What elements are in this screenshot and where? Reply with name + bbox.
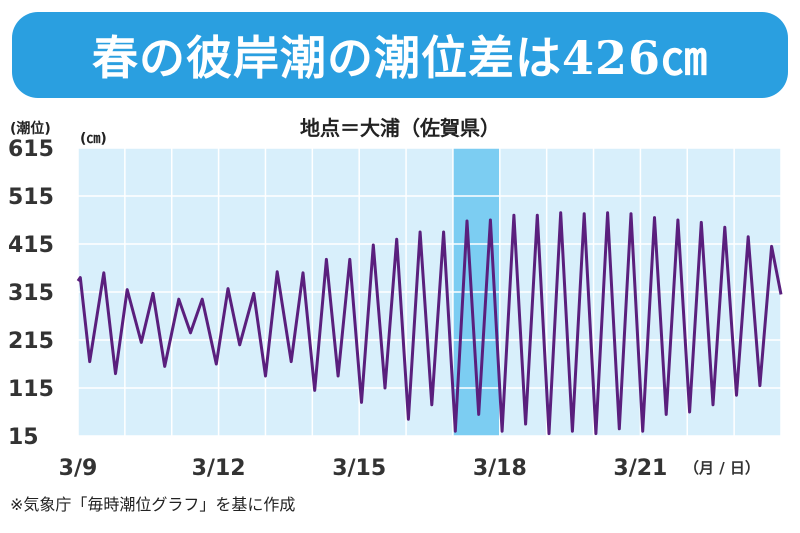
chart-title: 春の彼岸潮の潮位差は426㎝: [91, 31, 709, 85]
y-axis-unit: (㎝): [80, 131, 107, 147]
series-line-tide: [76, 211, 783, 436]
y-tick-label: 315: [8, 281, 54, 306]
chart-subtitle: 地点＝大浦（佐賀県）: [300, 116, 500, 140]
y-tick-labels: 15 115 215 315 415 515 615: [8, 137, 54, 450]
x-tick-label: 3/15: [332, 456, 386, 481]
y-tick-label: 615: [8, 137, 54, 162]
x-tick-label: 3/21: [613, 456, 667, 481]
source-footnote: ※気象庁「毎時潮位グラフ」を基に作成: [10, 495, 296, 514]
x-tick-label: 3/18: [473, 456, 527, 481]
y-tick-label: 215: [8, 329, 54, 354]
horizontal-gridlines: [78, 147, 781, 437]
x-tick-labels: 3/9 3/12 3/15 3/18 3/21: [59, 456, 668, 481]
title-banner: 春の彼岸潮の潮位差は426㎝: [12, 12, 788, 98]
x-tick-label: 3/9: [59, 456, 98, 481]
y-tick-label: 115: [8, 377, 54, 402]
y-tick-label: 15: [8, 425, 39, 450]
y-tick-label: 515: [8, 185, 54, 210]
y-tick-label: 415: [8, 233, 54, 258]
x-axis-unit: （月 / 日）: [684, 459, 760, 477]
y-axis-label: (潮位): [10, 121, 51, 137]
x-tick-label: 3/12: [192, 456, 246, 481]
